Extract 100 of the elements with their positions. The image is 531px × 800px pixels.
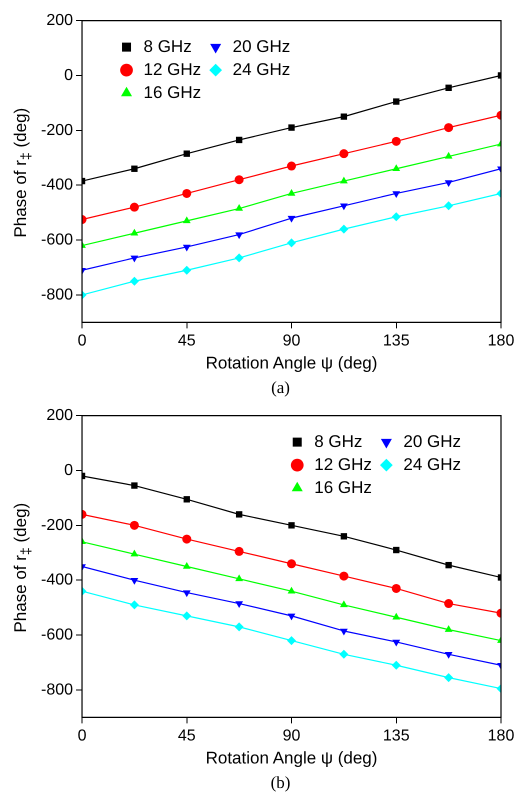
x-axis-title: Rotation Angle ψ (deg) <box>206 353 378 372</box>
text: (a) <box>271 378 290 397</box>
x-tick-label: 0 <box>78 332 87 350</box>
x-tick-label: 90 <box>282 727 301 744</box>
y-tick-label: 200 <box>46 12 74 30</box>
y-tick-label: 0 <box>64 462 74 479</box>
point <box>182 216 191 224</box>
point <box>392 612 400 620</box>
y-tick-label: -600 <box>40 626 74 644</box>
point <box>340 533 348 540</box>
point <box>234 175 244 184</box>
point <box>235 601 244 608</box>
x-tick-label: 135 <box>382 332 410 350</box>
legend-label: 24 GHz <box>232 60 290 79</box>
point <box>393 98 400 105</box>
point <box>340 113 348 120</box>
y-tick-label: 0 <box>64 66 74 84</box>
point <box>182 562 191 569</box>
point <box>184 496 190 502</box>
point <box>287 162 296 171</box>
point <box>287 238 296 248</box>
point <box>340 176 348 184</box>
text: (b) <box>270 773 290 792</box>
point <box>130 228 138 236</box>
x-tick-label: 135 <box>382 727 410 744</box>
point <box>236 136 242 144</box>
y-tick-label: -800 <box>40 681 74 698</box>
point <box>339 149 348 158</box>
y-tick-label: -400 <box>40 572 74 589</box>
point <box>393 546 400 554</box>
point <box>392 136 401 146</box>
x-tick-label: 90 <box>282 332 301 350</box>
point <box>287 636 296 646</box>
point <box>288 614 296 620</box>
y-tick-label: -200 <box>40 516 74 534</box>
point <box>235 204 244 211</box>
point <box>130 600 139 610</box>
point <box>288 124 295 131</box>
point <box>444 152 453 159</box>
point <box>445 562 452 568</box>
point <box>130 276 139 286</box>
point <box>182 266 192 275</box>
point <box>392 212 401 222</box>
legend-label: 8 GHz <box>144 36 192 56</box>
point <box>340 600 348 608</box>
point <box>235 574 244 582</box>
legend-label: 12 GHz <box>314 454 372 474</box>
point <box>339 572 348 581</box>
point <box>131 482 138 489</box>
point <box>444 180 453 187</box>
point <box>444 625 453 632</box>
point <box>234 253 244 262</box>
point <box>130 550 138 556</box>
legend-label: 16 GHz <box>144 82 202 102</box>
point <box>236 511 242 518</box>
point <box>182 534 192 544</box>
point <box>392 191 400 198</box>
point <box>392 164 400 172</box>
x-tick-label: 180 <box>488 332 514 350</box>
point <box>182 590 191 598</box>
point <box>234 546 244 556</box>
point <box>130 256 138 262</box>
point <box>287 559 296 568</box>
point <box>444 652 453 659</box>
y-tick-label: -800 <box>40 286 74 304</box>
point <box>182 244 191 252</box>
legend-label: 16 GHz <box>314 478 372 497</box>
point <box>130 520 139 530</box>
point <box>235 232 244 240</box>
legend-label: 8 GHz <box>314 432 362 451</box>
point <box>234 622 244 632</box>
y-tick-label: -600 <box>40 231 74 248</box>
point <box>340 628 348 636</box>
point <box>444 123 454 132</box>
point <box>184 150 190 157</box>
x-tick-label: 45 <box>178 727 196 744</box>
x-axis-title: Rotation Angle ψ (deg) <box>206 748 378 768</box>
point <box>392 640 400 646</box>
point <box>288 216 296 223</box>
point <box>130 578 138 585</box>
point <box>130 202 139 212</box>
point <box>444 201 454 210</box>
x-tick-label: 180 <box>488 727 514 744</box>
point <box>445 84 452 91</box>
x-tick-label: 0 <box>78 727 87 744</box>
point <box>392 584 401 593</box>
y-tick-label: -400 <box>40 176 74 194</box>
y-tick-label: -200 <box>40 122 74 139</box>
point <box>182 611 192 620</box>
point <box>444 599 454 608</box>
point <box>339 650 348 659</box>
point <box>182 188 192 198</box>
legend-label: 24 GHz <box>403 454 462 474</box>
point <box>131 166 138 172</box>
point <box>444 673 454 682</box>
legend-label: 20 GHz <box>403 432 462 451</box>
point <box>288 188 296 196</box>
point <box>339 224 348 234</box>
point <box>340 204 348 210</box>
point <box>392 660 401 670</box>
